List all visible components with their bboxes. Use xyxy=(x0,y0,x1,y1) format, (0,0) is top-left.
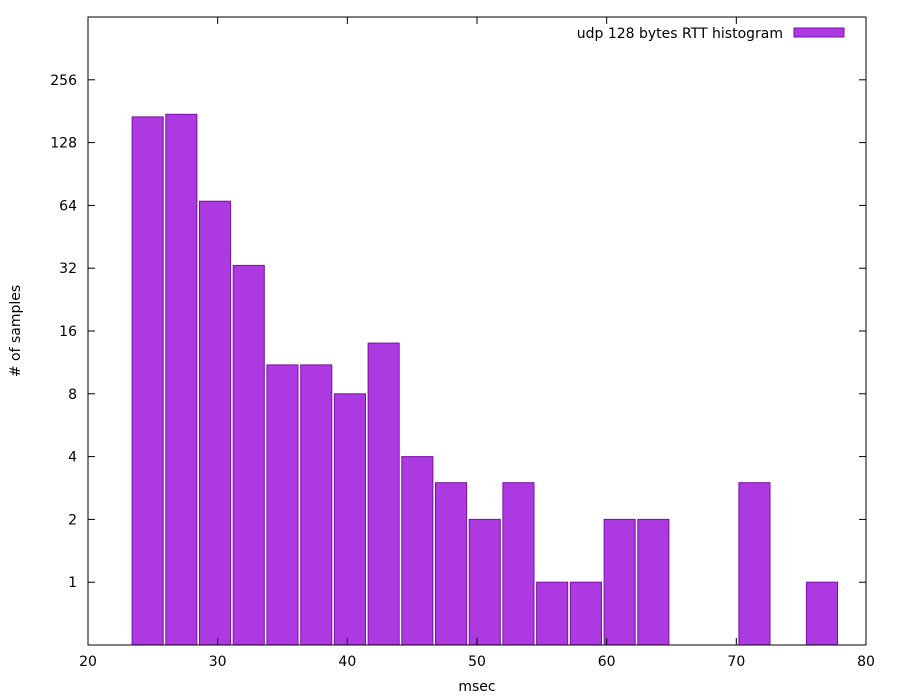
histogram-bar xyxy=(401,456,434,646)
histogram-bar xyxy=(805,581,839,646)
x-tick-label: 30 xyxy=(209,654,227,670)
x-axis-label: msec xyxy=(458,679,495,695)
x-tick-label: 70 xyxy=(727,654,745,670)
y-tick-label: 4 xyxy=(68,450,77,466)
x-tick-label: 20 xyxy=(79,654,97,670)
legend-label: udp 128 bytes RTT histogram xyxy=(577,26,783,42)
y-tick-label: 32 xyxy=(59,261,77,277)
y-tick-label: 16 xyxy=(59,324,77,340)
y-tick-label: 256 xyxy=(50,73,77,89)
histogram-bar xyxy=(536,581,569,646)
legend: udp 128 bytes RTT histogram xyxy=(577,26,845,42)
histogram-bar xyxy=(435,482,468,646)
y-axis: 1 2 4 8 16 32 64 128 256 xyxy=(50,73,866,591)
x-axis: 20 30 40 50 60 70 80 xyxy=(79,17,875,670)
x-tick-label: 50 xyxy=(468,654,486,670)
y-tick-label: 64 xyxy=(59,198,77,214)
histogram-bar xyxy=(637,518,670,646)
histogram-bar xyxy=(131,116,164,646)
y-tick-label: 1 xyxy=(68,575,77,591)
histogram-bar xyxy=(333,393,366,646)
y-axis-label: # of samples xyxy=(8,285,24,377)
histogram-bar xyxy=(468,518,501,646)
x-tick-label: 40 xyxy=(338,654,356,670)
y-tick-label: 128 xyxy=(50,136,77,152)
legend-swatch xyxy=(793,27,845,38)
histogram-bar xyxy=(165,113,198,646)
histogram-bar xyxy=(266,364,299,646)
histogram-bar xyxy=(738,482,771,646)
histogram-bar xyxy=(502,482,535,646)
x-tick-label: 80 xyxy=(857,654,875,670)
bars-group xyxy=(131,113,839,646)
histogram-bar xyxy=(232,264,265,646)
histogram-bar xyxy=(603,518,636,646)
y-tick-label: 8 xyxy=(68,387,77,403)
histogram-bar xyxy=(367,342,400,646)
histogram-bar xyxy=(300,364,333,646)
y-tick-label: 2 xyxy=(68,512,77,528)
x-tick-label: 60 xyxy=(598,654,616,670)
histogram-bar xyxy=(199,200,232,646)
histogram-bar xyxy=(569,581,603,646)
